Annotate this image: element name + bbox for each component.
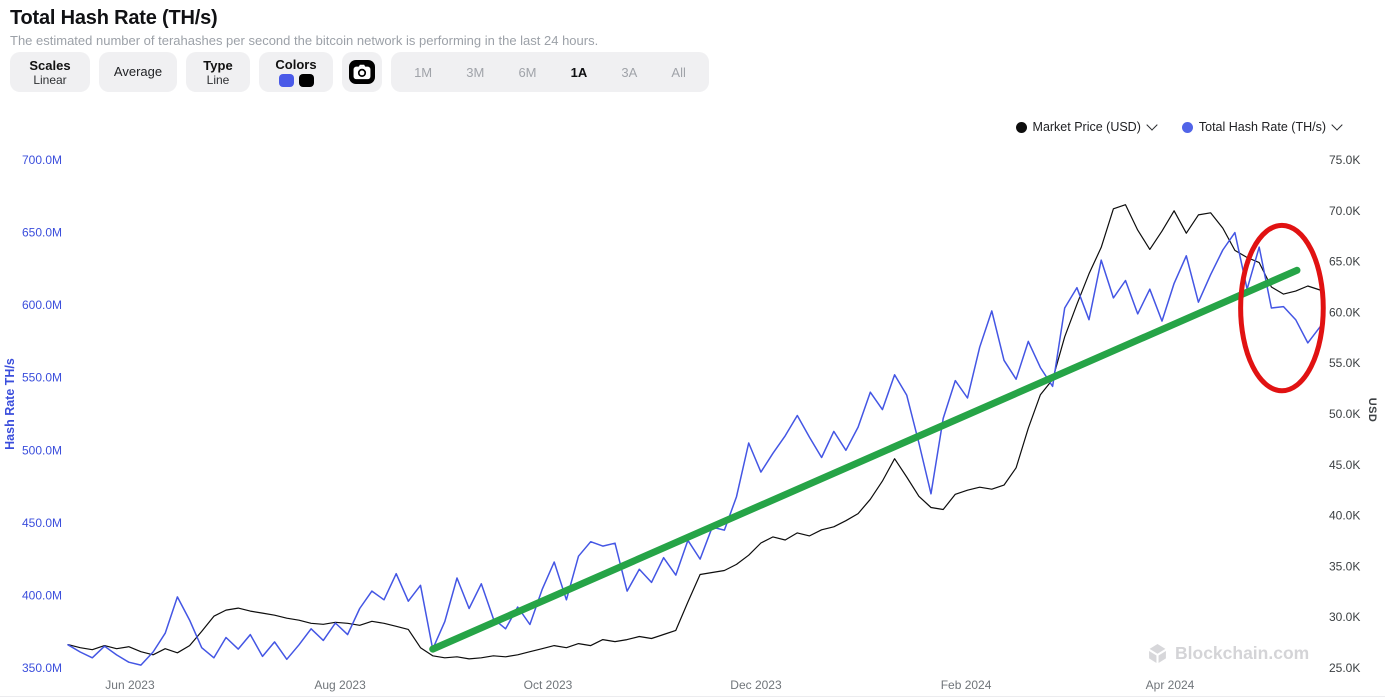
- range-3a[interactable]: 3A: [621, 64, 638, 80]
- chevron-down-icon: [1146, 118, 1158, 131]
- bottom-divider: [0, 696, 1385, 697]
- market-price-line: [67, 204, 1321, 660]
- scales-value: Linear: [33, 72, 67, 87]
- chevron-down-icon: [1331, 118, 1343, 131]
- x-axis-tick: Dec 2023: [730, 678, 782, 692]
- range-1a[interactable]: 1A: [570, 64, 588, 80]
- x-axis-tick: Oct 2023: [524, 678, 573, 692]
- legend-label: Total Hash Rate (TH/s): [1198, 120, 1326, 134]
- left-axis-tick: 350.0M: [22, 661, 62, 675]
- right-axis-tick: 30.0K: [1329, 610, 1360, 624]
- average-button[interactable]: Average: [99, 52, 177, 92]
- page-title: Total Hash Rate (TH/s): [10, 7, 218, 29]
- type-button[interactable]: Type Line: [186, 52, 250, 92]
- right-axis-tick: 65.0K: [1329, 255, 1360, 269]
- legend-item-market-price[interactable]: Market Price (USD): [1015, 118, 1158, 134]
- right-axis-tick: 60.0K: [1329, 305, 1360, 319]
- chart-legend: Market Price (USD) Total Hash Rate (TH/s…: [1015, 118, 1343, 134]
- colors-label: Colors: [275, 57, 317, 72]
- right-axis-tick: 35.0K: [1329, 559, 1360, 573]
- right-axis-tick: 25.0K: [1329, 661, 1360, 675]
- left-axis-tick: 400.0M: [22, 588, 62, 602]
- legend-item-hash-rate[interactable]: Total Hash Rate (TH/s): [1181, 118, 1343, 134]
- right-axis-tick: 70.0K: [1329, 204, 1360, 218]
- trendline-annotation: [429, 266, 1301, 653]
- x-axis-tick: Feb 2024: [941, 678, 992, 692]
- time-range-group: 1M 3M 6M 1A 3A All: [391, 52, 709, 92]
- scales-button[interactable]: Scales Linear: [10, 52, 90, 92]
- left-axis-tick: 500.0M: [22, 443, 62, 457]
- range-6m[interactable]: 6M: [518, 64, 537, 80]
- left-axis-tick: 450.0M: [22, 516, 62, 530]
- color-swatches: [278, 74, 314, 87]
- right-axis-tick: 40.0K: [1329, 509, 1360, 523]
- left-axis-tick: 600.0M: [22, 298, 62, 312]
- colors-button[interactable]: Colors: [259, 52, 333, 92]
- camera-icon: [349, 60, 375, 84]
- range-1m[interactable]: 1M: [414, 64, 433, 80]
- legend-label: Market Price (USD): [1032, 120, 1141, 134]
- page-subtitle: The estimated number of terahashes per s…: [10, 33, 599, 48]
- right-axis-title: USD: [1366, 398, 1378, 422]
- blockchain-cube-icon: [1149, 644, 1166, 663]
- left-axis-tick: 550.0M: [22, 371, 62, 385]
- hash-rate-color-swatch: [278, 74, 294, 87]
- scales-label: Scales: [29, 57, 71, 73]
- range-all[interactable]: All: [671, 64, 686, 80]
- market-price-dot: [1015, 121, 1027, 133]
- x-axis-tick: Jun 2023: [105, 678, 155, 692]
- right-axis-tick: 50.0K: [1329, 407, 1360, 421]
- x-axis-tick: Apr 2024: [1146, 678, 1195, 692]
- left-axis-title: Hash Rate TH/s: [3, 358, 17, 450]
- range-3m[interactable]: 3M: [466, 64, 485, 80]
- right-axis-tick: 55.0K: [1329, 356, 1360, 370]
- type-value: Line: [206, 72, 230, 87]
- hash-rate-line: [67, 231, 1321, 666]
- price-color-swatch: [298, 74, 314, 87]
- average-label: Average: [113, 64, 163, 79]
- watermark-text: Blockchain.com: [1175, 643, 1310, 663]
- left-axis-tick: 700.0M: [22, 153, 62, 167]
- right-axis-tick: 45.0K: [1329, 458, 1360, 472]
- x-axis-tick: Aug 2023: [314, 678, 366, 692]
- type-label: Type: [203, 57, 233, 73]
- toolbar: Scales Linear Average Type Line Colors: [10, 52, 709, 92]
- right-axis-tick: 75.0K: [1329, 153, 1360, 167]
- hash-rate-dot: [1181, 121, 1193, 133]
- highlight-ellipse-annotation: [1238, 222, 1326, 394]
- left-axis-tick: 650.0M: [22, 226, 62, 240]
- watermark: Blockchain.com: [1147, 643, 1309, 664]
- camera-button[interactable]: [342, 52, 382, 92]
